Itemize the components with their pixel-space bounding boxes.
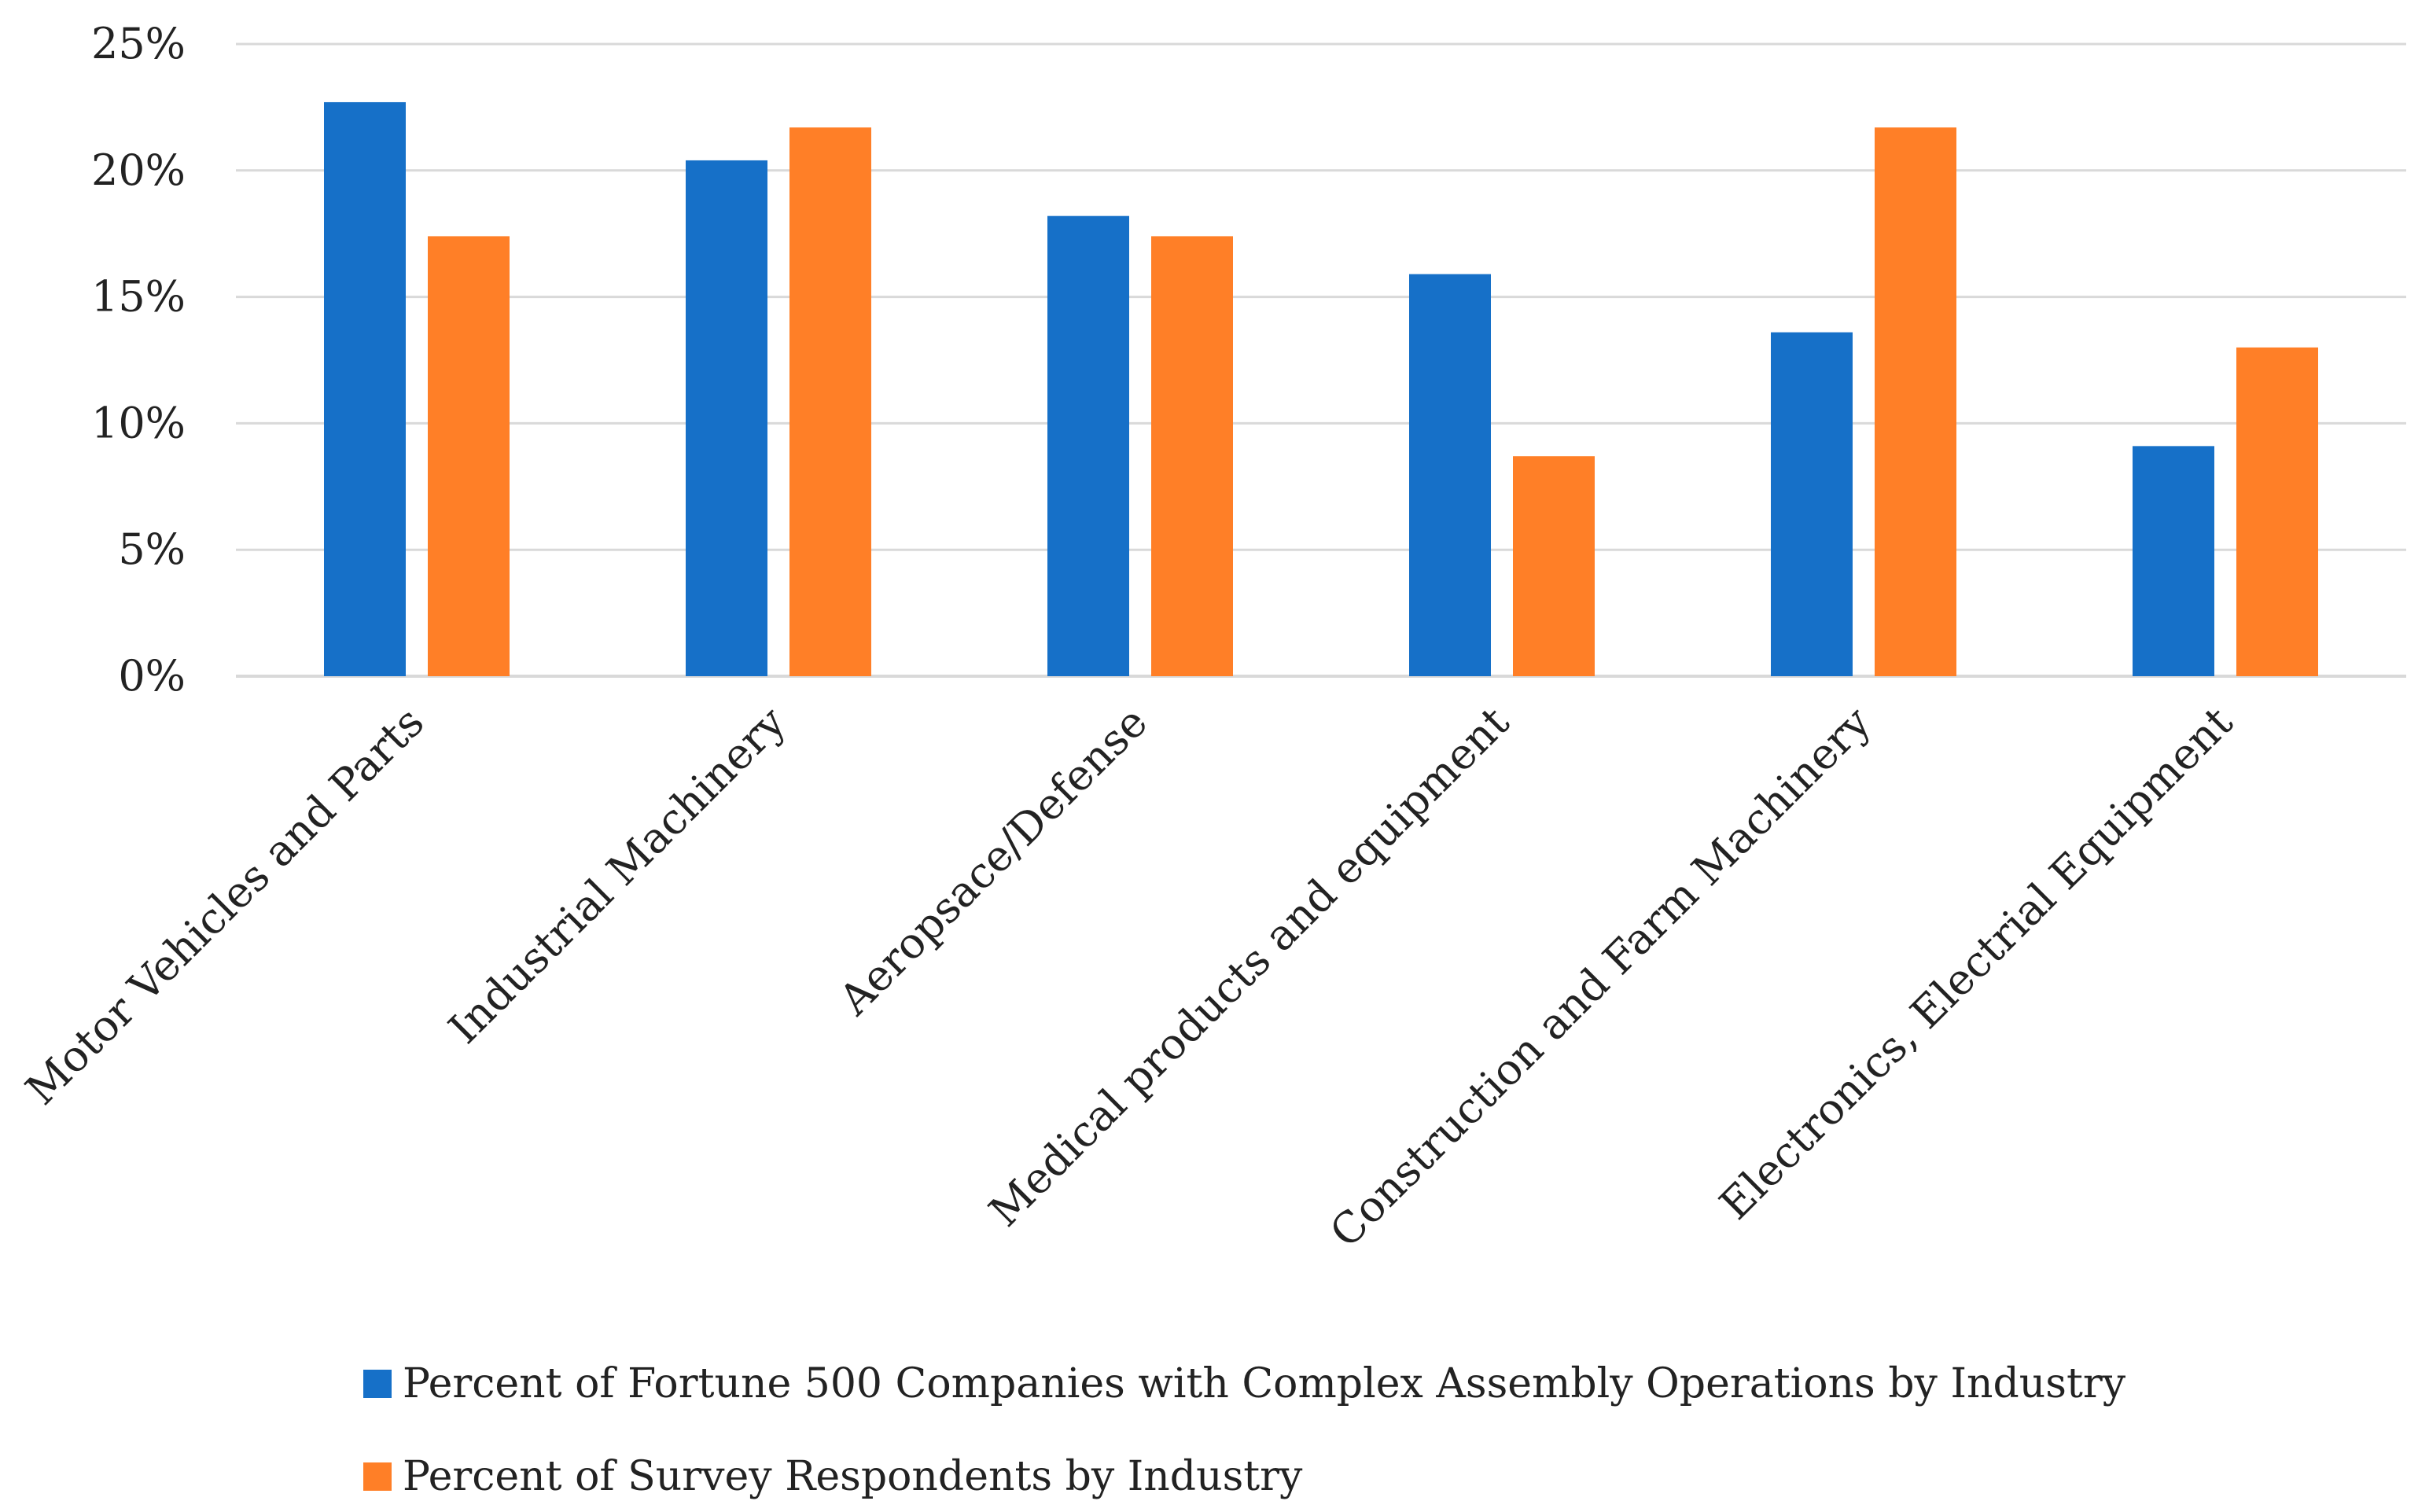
legend-swatch-blue bbox=[363, 1370, 392, 1398]
legend-label: Percent of Survey Respondents by Industr… bbox=[403, 1453, 1303, 1500]
y-tick-label: 10% bbox=[91, 398, 186, 447]
bar-series-2 bbox=[789, 127, 871, 677]
bar-series-1 bbox=[1409, 274, 1491, 676]
bar-series-1 bbox=[1047, 215, 1129, 676]
bar-series-1 bbox=[324, 101, 406, 676]
legend-swatch-orange bbox=[363, 1462, 392, 1491]
bars bbox=[324, 101, 2318, 677]
bar-series-2 bbox=[428, 236, 510, 676]
bar-series-2 bbox=[1151, 236, 1233, 676]
x-category-label: Industrial Machinery bbox=[439, 697, 795, 1053]
gridlines bbox=[236, 42, 2406, 678]
x-category-label: Aeropsace/Defense bbox=[829, 697, 1157, 1025]
y-tick-label: 15% bbox=[91, 272, 186, 322]
bar-series-2 bbox=[1875, 127, 1956, 677]
y-tick-label: 20% bbox=[91, 145, 186, 195]
y-tick-label: 5% bbox=[118, 524, 186, 574]
bar-series-2 bbox=[1513, 456, 1595, 676]
legend-label: Percent of Fortune 500 Companies with Co… bbox=[403, 1360, 2126, 1407]
y-axis-ticks: 0% 5% 10% 15% 20% 25% bbox=[91, 19, 186, 701]
bar-series-2 bbox=[2236, 347, 2318, 676]
x-axis-categories: Motor Vehicles and Parts Industrial Machi… bbox=[17, 697, 2243, 1256]
bar-series-1 bbox=[1771, 332, 1853, 676]
y-tick-label: 25% bbox=[91, 19, 186, 68]
legend-item-survey: Percent of Survey Respondents by Industr… bbox=[363, 1445, 1302, 1508]
legend-item-fortune500: Percent of Fortune 500 Companies with Co… bbox=[363, 1352, 2125, 1415]
bar-series-1 bbox=[2133, 446, 2214, 676]
x-category-label: Motor Vehicles and Parts bbox=[17, 697, 434, 1115]
y-tick-label: 0% bbox=[118, 651, 186, 701]
bar-series-1 bbox=[686, 160, 767, 676]
